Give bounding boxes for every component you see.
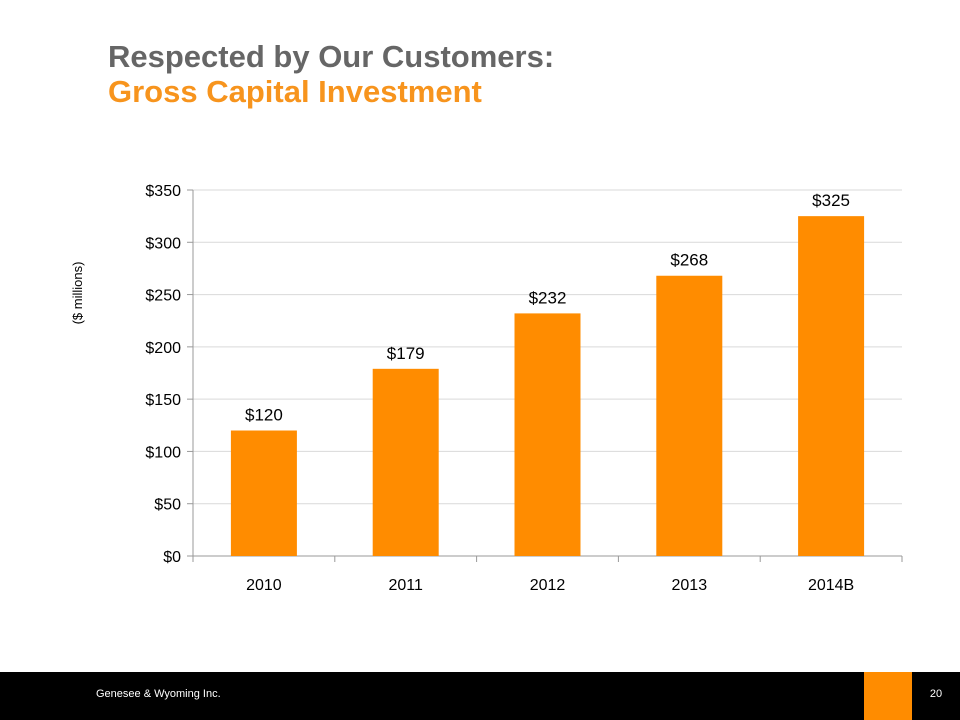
y-tick-label: $200	[145, 340, 181, 357]
bar-chart: $0 $50 $100 $150 $200 $250 $300 $350 $120 2010 $17…	[70, 183, 903, 594]
x-tick-label: 2013	[672, 577, 708, 594]
slide-title: Respected by Our Customers: Gross Capita…	[108, 40, 554, 110]
bar-value-label: $232	[529, 288, 567, 307]
footer-accent-block	[864, 672, 912, 720]
y-tick-label: $150	[145, 392, 181, 409]
bar	[372, 368, 439, 556]
bar-value-label: $268	[670, 251, 708, 270]
title-line-1: Respected by Our Customers:	[108, 39, 555, 74]
x-tick-label: 2010	[246, 577, 282, 594]
title-line-2: Gross Capital Investment	[108, 74, 482, 109]
y-tick-label: $350	[145, 183, 181, 200]
bar	[798, 216, 865, 556]
bar	[514, 313, 581, 556]
y-tick-label: $0	[163, 549, 181, 566]
y-tick-label: $300	[145, 235, 181, 252]
page-number: 20	[929, 688, 943, 700]
x-tick-label: 2014B	[808, 577, 854, 594]
bar-value-label: $325	[812, 191, 850, 210]
x-tick-label: 2012	[530, 577, 566, 594]
y-tick-label: $250	[145, 288, 181, 305]
bar-value-label: $179	[387, 344, 425, 363]
x-tick-label: 2011	[388, 577, 423, 594]
bar	[656, 275, 723, 556]
bar-value-label: $120	[245, 406, 283, 425]
y-axis-title: ($ millions)	[70, 262, 85, 325]
footer-bar: Genesee & Wyoming Inc. 20	[0, 672, 960, 720]
bar	[230, 430, 297, 556]
y-tick-label: $100	[145, 444, 181, 461]
footer-company-name: Genesee & Wyoming Inc.	[96, 688, 221, 700]
y-tick-label: $50	[154, 497, 181, 514]
